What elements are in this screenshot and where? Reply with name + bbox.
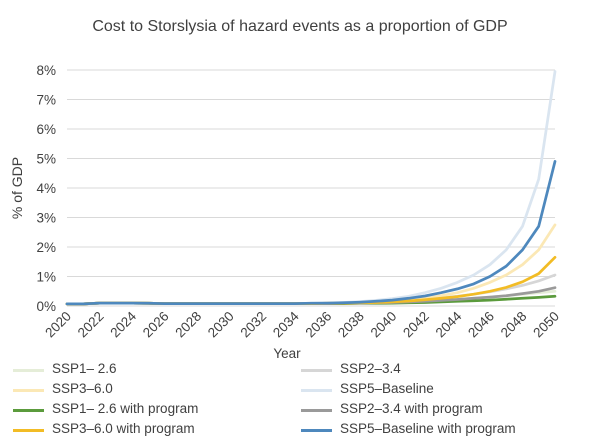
x-tick-label: 2034 <box>270 308 302 340</box>
legend-swatch <box>301 429 332 432</box>
x-tick-label: 2030 <box>205 309 237 341</box>
gridlines <box>67 69 555 307</box>
legend-swatch <box>301 369 332 372</box>
legend-swatch <box>13 409 44 412</box>
x-tick-label: 2028 <box>172 309 204 341</box>
x-tick-label: 2032 <box>237 309 269 341</box>
y-axis-label: % of GDP <box>9 157 25 219</box>
y-tick-label: 5% <box>36 152 56 167</box>
y-tick-label: 4% <box>36 181 56 196</box>
legend-swatch <box>13 389 44 392</box>
x-tick-label: 2024 <box>107 308 139 340</box>
x-tick-label: 2042 <box>400 309 432 341</box>
legend-label: SSP1– 2.6 <box>52 361 117 376</box>
y-tick-label: 3% <box>36 211 56 226</box>
line-chart: 0% 1% 2% 3% 4% 5% 6% 7% 8% 2020 2022 2024 2026 2028 2… <box>9 63 562 360</box>
y-tick-label: 2% <box>36 240 56 255</box>
y-tick-label: 1% <box>36 270 56 285</box>
chart-title: Cost to Storslysia of hazard events as a… <box>92 18 508 35</box>
x-tick-label: 2040 <box>368 309 400 341</box>
x-axis-tick-labels: 2020 2022 2024 2026 2028 2030 2032 2034 2036 2038… <box>42 308 562 340</box>
x-tick-label: 2048 <box>498 309 530 341</box>
series-line <box>65 160 557 306</box>
legend-swatch <box>13 429 44 432</box>
legend-swatch <box>13 369 44 372</box>
legend-label: SSP3–6.0 <box>52 381 113 396</box>
x-tick-label: 2044 <box>433 308 465 340</box>
x-tick-label: 2046 <box>465 309 497 341</box>
x-tick-label: 2026 <box>140 309 172 341</box>
x-tick-label: 2050 <box>530 309 562 341</box>
series-lines <box>65 70 557 306</box>
y-tick-label: 6% <box>36 122 56 137</box>
x-tick-label: 2022 <box>75 309 107 341</box>
legend-label: SSP2–3.4 with program <box>340 401 483 416</box>
legend-swatch <box>301 409 332 412</box>
legend-swatch <box>301 389 332 392</box>
y-tick-label: 7% <box>36 93 56 108</box>
y-axis-tick-labels: 0% 1% 2% 3% 4% 5% 6% 7% 8% <box>36 63 56 314</box>
legend-label: SSP3–6.0 with program <box>52 421 195 436</box>
legend-label: SSP5–Baseline <box>340 381 434 396</box>
legend-label: SSP5–Baseline with program <box>340 421 516 436</box>
legend-label: SSP1– 2.6 with program <box>52 401 199 416</box>
x-tick-label: 2036 <box>303 309 335 341</box>
x-axis-label: Year <box>273 346 301 360</box>
legend-label: SSP2–3.4 <box>340 361 401 376</box>
x-tick-label: 2038 <box>335 309 367 341</box>
y-tick-label: 0% <box>36 299 56 314</box>
y-tick-label: 8% <box>36 63 56 78</box>
